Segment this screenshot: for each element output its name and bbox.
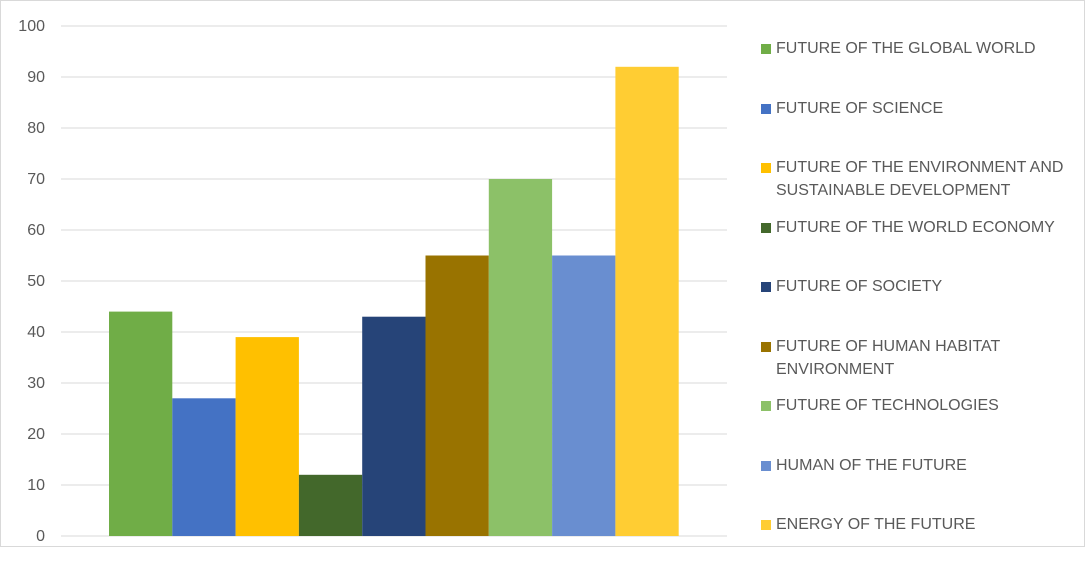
bar-chart: 0 10 20 30 40 50 60 70 80 90 100	[18, 18, 727, 545]
legend-swatch	[761, 103, 771, 114]
legend-swatch	[761, 163, 771, 173]
bar	[235, 337, 299, 536]
legend-item: ENERGY OF THE FUTURE	[761, 513, 1079, 573]
legend-swatch	[761, 282, 771, 292]
y-tick-label: 0	[36, 528, 45, 545]
y-tick-label: 20	[27, 426, 45, 443]
legend-item: FUTURE OF THE WORLD ECONOMY	[761, 216, 1079, 276]
legend-label: FUTURE OF HUMAN HABITAT ENVIRONMENT	[776, 337, 1000, 378]
legend-label: FUTURE OF TECHNOLOGIES	[776, 397, 999, 414]
y-tick-label: 80	[27, 120, 45, 137]
legend-label: FUTURE OF SOCIETY	[776, 278, 943, 295]
legend-label: FUTURE OF SCIENCE	[776, 99, 944, 117]
y-tick-label: 70	[27, 171, 45, 188]
legend-item: HUMAN OF THE FUTURE	[761, 454, 1079, 514]
bar	[298, 474, 363, 536]
bar	[172, 398, 236, 536]
legend-item: FUTURE OF SOCIETY	[761, 275, 1079, 335]
legend-swatch	[761, 460, 771, 471]
legend-label: FUTURE OF THE WORLD ECONOMY	[776, 218, 1055, 236]
legend-label: FUTURE OF THE GLOBAL WORLD	[776, 40, 1036, 57]
legend-swatch	[761, 401, 771, 411]
legend-swatch	[761, 222, 771, 233]
legend: FUTURE OF THE GLOBAL WORLD FUTURE OF SCIE…	[761, 37, 1079, 573]
legend-item: FUTURE OF THE ENVIRONMENT AND SUSTAINABL…	[761, 156, 1079, 216]
legend-item: FUTURE OF THE GLOBAL WORLD	[761, 37, 1079, 97]
y-tick-label: 60	[27, 222, 45, 239]
legend-label: ENERGY OF THE FUTURE	[776, 516, 976, 533]
bar	[425, 255, 489, 536]
legend-swatch	[761, 520, 771, 530]
y-axis-tick-labels: 0 10 20 30 40 50 60 70 80 90 100	[18, 18, 45, 545]
legend-swatch	[761, 44, 771, 54]
bar	[615, 66, 679, 537]
bar	[109, 311, 173, 536]
bars	[109, 66, 679, 537]
legend-label: FUTURE OF THE ENVIRONMENT AND SUSTAINABL…	[776, 159, 1064, 199]
y-tick-label: 40	[27, 324, 45, 341]
y-tick-label: 30	[27, 375, 45, 392]
bar	[362, 316, 426, 536]
y-tick-label: 100	[18, 18, 45, 35]
y-tick-label: 50	[27, 273, 45, 290]
legend-item: FUTURE OF HUMAN HABITAT ENVIRONMENT	[761, 335, 1079, 395]
legend-item: FUTURE OF TECHNOLOGIES	[761, 394, 1079, 454]
legend-label: HUMAN OF THE FUTURE	[776, 456, 967, 474]
y-tick-label: 90	[27, 69, 45, 86]
chart-area: 0 10 20 30 40 50 60 70 80 90 100 FUTURE OF THE GLO…	[0, 0, 1085, 547]
legend-swatch	[761, 341, 771, 352]
y-tick-label: 10	[27, 477, 45, 494]
legend-item: FUTURE OF SCIENCE	[761, 97, 1079, 157]
bar	[488, 179, 553, 536]
bar	[552, 255, 616, 536]
